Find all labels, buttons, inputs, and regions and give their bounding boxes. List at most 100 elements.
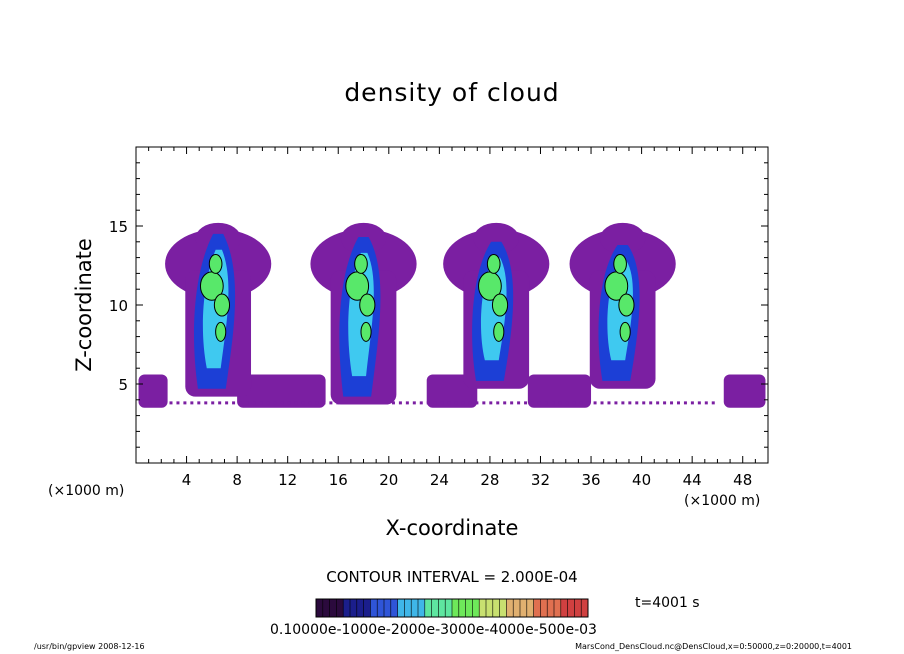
plume-peak	[613, 253, 627, 274]
cloud-speck	[287, 401, 291, 405]
colorbar-cell	[554, 599, 562, 617]
cloud-speck	[510, 401, 514, 405]
cloud-speck	[454, 401, 458, 405]
cloud-speck	[204, 401, 208, 405]
colorbar-cell	[397, 599, 405, 617]
colorbar-cell	[343, 599, 351, 617]
colorbar-cell	[560, 599, 569, 617]
y-tick-label: 10	[109, 297, 128, 315]
cloud-speck	[565, 401, 569, 405]
plume-peak	[213, 293, 231, 317]
cloud-speck	[426, 401, 430, 405]
cloud-speck	[579, 401, 583, 405]
plume-peak	[208, 253, 223, 274]
colorbar-cell	[540, 599, 548, 617]
cloud-speck	[412, 401, 416, 405]
colorbar-cell	[438, 599, 446, 617]
colorbar-cell	[404, 599, 412, 617]
colorbar-cell	[472, 599, 480, 617]
cloud-speck	[711, 401, 715, 405]
cloud-speck	[690, 401, 694, 405]
cloud-speck	[405, 401, 409, 405]
colorbar	[315, 598, 589, 618]
x-tick-label: 20	[379, 471, 398, 489]
chart-title: density of cloud	[344, 78, 560, 107]
colorbar-cell	[336, 599, 344, 617]
cloud-speck	[524, 401, 528, 405]
colorbar-cell	[452, 599, 460, 617]
cloud-speck	[670, 401, 674, 405]
plume-peak	[619, 321, 631, 342]
plume-peak	[491, 293, 509, 317]
cloud-speck	[600, 401, 604, 405]
cloud-speck	[642, 401, 646, 405]
colorbar-cell	[479, 599, 487, 617]
colorbar-frame	[315, 598, 589, 618]
stratiform-cloud	[237, 374, 326, 408]
cloud-speck	[315, 401, 319, 405]
x-tick-label: 40	[632, 471, 651, 489]
cloud-speck	[683, 401, 687, 405]
colorbar-cell	[329, 599, 337, 617]
x-tick-label: 28	[480, 471, 499, 489]
cloud-speck	[475, 401, 479, 405]
cloud-speck	[704, 401, 708, 405]
plume-peak	[215, 321, 227, 342]
cloud-speck	[232, 401, 236, 405]
y-axis-unit: (×1000 m)	[48, 483, 125, 499]
x-tick-label: 8	[232, 471, 242, 489]
footer-right: MarsCond_DensCloud.nc@DensCloud,x=0:5000…	[575, 642, 852, 651]
cloud-speck	[398, 401, 402, 405]
cloud-speck	[322, 401, 326, 405]
cloud-speck	[503, 401, 507, 405]
plume-peak	[618, 293, 635, 317]
plume-peak	[486, 253, 501, 274]
cloud-speck	[544, 401, 548, 405]
cloud-speck	[155, 401, 159, 405]
cloud-speck	[218, 401, 222, 405]
cloud-speck	[558, 401, 562, 405]
y-tick-label: 15	[109, 218, 128, 236]
cloud-speck	[391, 401, 395, 405]
x-tick-label: 44	[683, 471, 702, 489]
cloud-speck	[628, 401, 632, 405]
cloud-speck	[635, 401, 639, 405]
cloud-speck	[614, 401, 618, 405]
plume-peak	[493, 321, 505, 342]
x-tick-label: 16	[329, 471, 348, 489]
cloud-speck	[162, 401, 166, 405]
cloud-speck	[239, 401, 243, 405]
colorbar-cell	[574, 599, 582, 617]
cloud-speck	[649, 401, 653, 405]
cloud-speck	[586, 401, 590, 405]
cloud-speck	[489, 401, 493, 405]
cloud-speck	[496, 401, 500, 405]
cloud-speck	[419, 401, 423, 405]
cloud-speck	[252, 401, 256, 405]
cloud-speck	[211, 401, 215, 405]
colorbar-cell	[322, 599, 331, 617]
time-label: t=4001 s	[635, 595, 700, 611]
cloud-speck	[148, 401, 152, 405]
cloud-speck	[197, 401, 201, 405]
cloud-speck	[537, 401, 541, 405]
plume-peak	[354, 253, 368, 274]
colorbar-cell	[547, 599, 555, 617]
colorbar-cell	[390, 599, 399, 617]
cloud-speck	[169, 401, 173, 405]
cloud-speck	[329, 401, 333, 405]
colorbar-cell	[356, 599, 365, 617]
plume-cap	[473, 222, 519, 255]
cloud-speck	[176, 401, 180, 405]
stratiform-cloud	[723, 374, 766, 408]
stratiform-cloud	[527, 374, 592, 408]
colorbar-cell	[533, 599, 541, 617]
cloud-speck	[593, 401, 597, 405]
cloud-speck	[301, 401, 305, 405]
cloud-speck	[447, 401, 451, 405]
contour-interval: CONTOUR INTERVAL = 2.000E-04	[326, 568, 578, 586]
cloud-speck	[280, 401, 284, 405]
x-axis-unit: (×1000 m)	[684, 493, 761, 509]
cloud-speck	[245, 401, 249, 405]
